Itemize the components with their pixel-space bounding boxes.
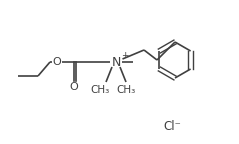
Text: O: O [53,57,61,67]
Text: +: + [121,51,128,60]
Text: CH₃: CH₃ [116,85,136,95]
Text: CH₃: CH₃ [90,85,110,95]
Text: O: O [70,83,78,92]
Text: N: N [111,55,121,69]
Text: Cl⁻: Cl⁻ [163,120,181,133]
